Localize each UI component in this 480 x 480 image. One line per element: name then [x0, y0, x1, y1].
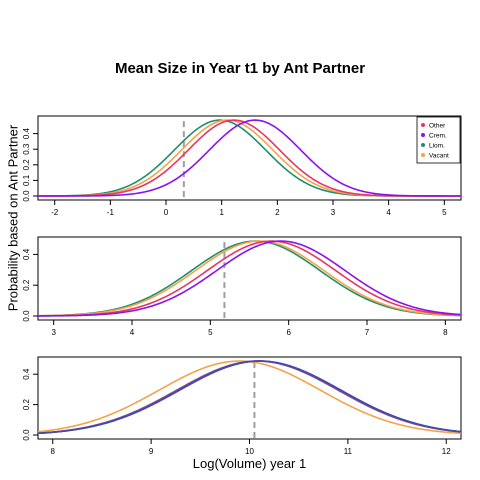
series-line-vacant — [38, 119, 461, 197]
series-line-vacant — [38, 360, 461, 435]
y-tick-label: 0.3 — [22, 143, 31, 155]
series-line-crem — [38, 240, 461, 317]
panel-1: -2 -1 0 1 2 3 4 5 0.0 0.1 0.2 0.3 0.4 Other Crem. Liom.… — [22, 115, 462, 217]
y-tick-label: 0.0 — [22, 190, 31, 202]
x-tick-label: 11 — [344, 447, 353, 456]
x-tick-label: 9 — [149, 447, 154, 456]
series-line-liom — [38, 119, 461, 197]
x-tick-label: 8 — [443, 328, 448, 337]
x-tick-label: 4 — [130, 328, 135, 337]
legend-label: Liom. — [429, 143, 445, 150]
panel-1-frame — [37, 115, 462, 201]
x-tick-label: -1 — [107, 208, 115, 217]
series-line-other — [38, 360, 461, 435]
series-group — [38, 360, 461, 435]
x-tick-label: 5 — [208, 328, 213, 337]
panel-3-frame — [37, 356, 462, 440]
panel-2-frame — [37, 236, 462, 321]
x-tick-label: 8 — [51, 447, 56, 456]
y-tick-label: 0.1 — [22, 174, 31, 186]
legend-marker — [421, 143, 425, 147]
y-tick-label: 0.0 — [22, 429, 31, 441]
legend: Other Crem. Liom. Vacant — [416, 116, 461, 164]
series-line-crem — [38, 360, 461, 435]
legend-label: Other — [429, 123, 446, 130]
y-tick-label: 0.2 — [22, 279, 31, 291]
legend-marker — [421, 133, 425, 137]
x-tick-label: 3 — [51, 328, 56, 337]
series-group — [38, 240, 461, 317]
legend-label: Crem. — [429, 133, 447, 140]
series-line-vacant — [38, 240, 461, 317]
legend-marker — [421, 153, 425, 157]
x-tick-label: 7 — [365, 328, 370, 337]
series-group — [38, 119, 461, 197]
legend-box — [416, 116, 461, 164]
legend-label: Vacant — [429, 153, 449, 160]
series-line-other — [38, 240, 461, 317]
legend-marker — [421, 123, 425, 127]
x-tick-label: 12 — [442, 447, 451, 456]
series-line-other — [38, 119, 461, 197]
y-tick-label: 0.4 — [22, 248, 31, 260]
y-tick-label: 0.4 — [22, 368, 31, 380]
panel-2: 3 4 5 6 7 8 0.0 0.2 0.4 — [22, 236, 462, 337]
x-tick-label: 10 — [245, 447, 254, 456]
series-line-series — [38, 360, 461, 435]
x-tick-label: 6 — [286, 328, 291, 337]
x-tick-label: -2 — [51, 208, 59, 217]
x-tick-label: 2 — [275, 208, 280, 217]
series-line-crem — [38, 119, 461, 197]
x-tick-label: 4 — [386, 208, 391, 217]
y-tick-label: 0.0 — [22, 310, 31, 322]
chart-title: Mean Size in Year t1 by Ant Partner — [114, 60, 366, 77]
x-tick-label: 0 — [164, 208, 169, 217]
x-axis-label: Log(Volume) year 1 — [192, 456, 307, 471]
y-tick-label: 0.2 — [22, 398, 31, 410]
x-tick-label: 5 — [442, 208, 447, 217]
x-tick-label: 1 — [219, 208, 224, 217]
y-tick-label: 0.4 — [22, 127, 31, 139]
x-tick-label: 3 — [331, 208, 336, 217]
series-line-liom — [38, 360, 461, 434]
panel-3: 8 9 10 11 12 0.0 0.2 0.4 — [22, 356, 462, 456]
y-tick-label: 0.2 — [22, 159, 31, 171]
